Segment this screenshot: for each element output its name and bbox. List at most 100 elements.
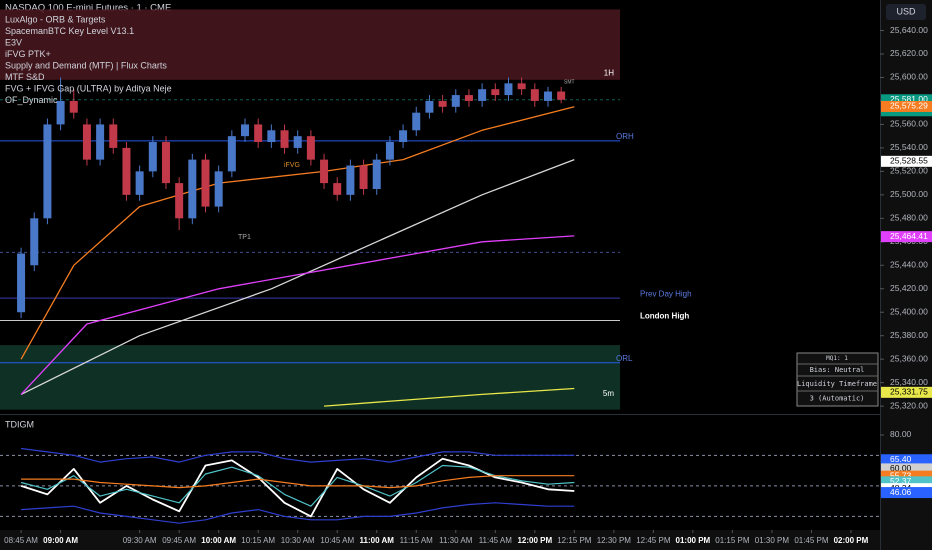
y-tick-label: 25,600.00 <box>890 72 928 82</box>
info-row: Bias: Neutral <box>810 366 865 374</box>
annotation: SMT <box>564 79 575 85</box>
candle-body <box>241 124 250 137</box>
info-box-frame <box>796 352 879 407</box>
price-tag <box>881 470 932 482</box>
indicator-name: OF_Dynamic <box>5 95 58 105</box>
candle-body <box>464 95 473 101</box>
candle-body <box>399 130 408 143</box>
candle-body <box>504 83 513 96</box>
x-tick-label: 12:30 PM <box>597 536 632 545</box>
candle-body <box>478 89 487 101</box>
indicator-name: iFVG PTK+ <box>5 49 51 59</box>
x-tick-label: 10:30 AM <box>281 536 315 545</box>
candle-body <box>135 171 144 195</box>
candle-body <box>82 124 91 160</box>
y-tick-label: 25,440.00 <box>890 260 928 270</box>
series-line <box>21 447 575 463</box>
candle-body <box>293 136 302 148</box>
level-label: London High <box>640 312 689 321</box>
x-tick-label: 11:45 AM <box>479 536 513 545</box>
series-line <box>20 158 575 395</box>
series-line <box>21 502 575 524</box>
price-tag-label: 25,331.75 <box>890 387 928 397</box>
candle-body <box>214 171 223 207</box>
candle-body <box>227 136 236 172</box>
chart-title: NASDAQ 100 E-mini Futures · 1 · CME <box>5 3 171 14</box>
x-tick-label: 12:00 PM <box>517 536 552 545</box>
zone <box>0 345 620 410</box>
series-line <box>20 464 575 507</box>
candle-body <box>438 100 447 107</box>
candle-body <box>557 91 566 100</box>
level-label: Prev Day High <box>640 289 692 298</box>
annotation: TP1 <box>238 234 251 241</box>
price-tag <box>881 231 932 243</box>
y-tick-label: 25,340.00 <box>890 377 928 387</box>
x-tick-label: 11:15 AM <box>400 536 434 545</box>
candle-body <box>425 100 434 113</box>
candle-body <box>201 159 210 207</box>
candle-body <box>175 183 184 219</box>
candle-body <box>280 130 289 148</box>
candle-body <box>451 95 460 107</box>
y-tick-label: 25,640.00 <box>890 25 928 35</box>
indicator-name: SpacemanBTC Key Level V13.1 <box>5 26 134 36</box>
candle-body <box>17 253 26 313</box>
indicator-name: E3V <box>5 37 22 47</box>
level-label: ORL <box>616 354 633 363</box>
candle-body <box>56 100 65 125</box>
zone-label: 5m <box>603 389 614 398</box>
price-tag <box>881 454 932 466</box>
y-tick-label: 80.00 <box>890 429 912 439</box>
x-tick-label: 10:15 AM <box>241 536 275 545</box>
info-row: Liquidity Timeframe <box>797 380 877 388</box>
price-tag <box>881 463 932 475</box>
candle-body <box>346 165 355 195</box>
price-tag <box>881 487 932 499</box>
x-tick-label: 09:00 AM <box>43 536 78 545</box>
y-tick-label: 25,380.00 <box>890 330 928 340</box>
x-tick-label: 08:45 AM <box>4 536 38 545</box>
indicator-name: FVG + IFVG Gap (ULTRA) by Aditya Neje <box>5 83 172 93</box>
x-tick-label: 01:00 PM <box>676 536 711 545</box>
info-row: 3 (Automatic) <box>810 395 865 403</box>
zone-label: 1H <box>604 68 614 77</box>
candle-body <box>267 130 276 143</box>
y-tick-label: 25,320.00 <box>890 400 928 410</box>
x-tick-label: 01:15 PM <box>715 536 750 545</box>
x-tick-label: 02:00 PM <box>834 536 869 545</box>
level-label: ORH <box>616 132 634 141</box>
x-tick-label: 12:45 PM <box>636 536 671 545</box>
candle-body <box>109 124 118 148</box>
currency-button[interactable] <box>886 4 926 20</box>
candle-body <box>412 112 421 131</box>
price-tag <box>881 476 932 488</box>
candle-body <box>122 147 131 195</box>
series-line <box>324 387 575 407</box>
price-tag <box>881 155 932 167</box>
price-tag-label: 25,575.29 <box>890 101 928 111</box>
price-tag-label: 65.40 <box>890 454 912 464</box>
x-tick-label: 09:30 AM <box>123 536 157 545</box>
candle-body <box>30 218 39 266</box>
x-tick-label: 11:30 AM <box>439 536 473 545</box>
y-tick-label: 25,400.00 <box>890 306 928 316</box>
indicator-title: TDIGM <box>5 419 34 429</box>
candle-body <box>148 142 157 172</box>
x-tick-label: 10:00 AM <box>201 536 236 545</box>
annotation: iFVG <box>284 162 300 169</box>
candle-body <box>188 159 197 219</box>
y-tick-label: 25,480.00 <box>890 213 928 223</box>
candle-body <box>161 142 170 184</box>
candle-body <box>543 91 552 101</box>
series-line <box>20 235 575 395</box>
candle-body <box>372 159 381 189</box>
x-tick-label: 10:45 AM <box>320 536 354 545</box>
candle-body <box>96 124 105 160</box>
candle-body <box>359 165 368 189</box>
price-tag <box>881 386 932 398</box>
candle-body <box>333 183 342 195</box>
currency[interactable]: USD <box>896 6 916 16</box>
y-tick-label: 25,500.00 <box>890 189 928 199</box>
series-line <box>20 106 575 360</box>
